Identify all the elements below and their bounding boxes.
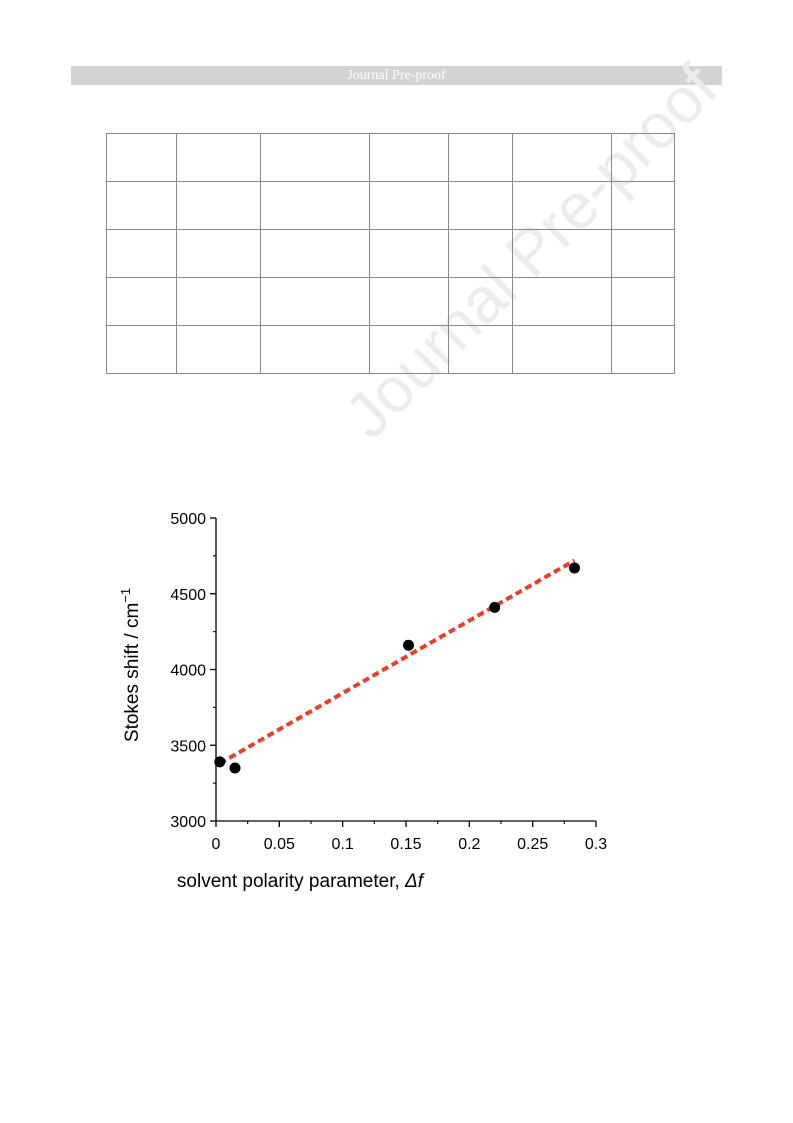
table-cell xyxy=(369,133,449,182)
table-cell xyxy=(106,133,177,182)
table-cell xyxy=(611,229,675,278)
table-cell xyxy=(176,277,261,326)
table-row xyxy=(106,229,675,278)
data-points xyxy=(214,562,580,774)
table-cell xyxy=(611,133,675,182)
y-tick-label: 3500 xyxy=(170,738,206,755)
table-row xyxy=(106,133,675,182)
table-cell xyxy=(512,181,612,230)
table-cell xyxy=(369,229,449,278)
x-tick-label: 0.05 xyxy=(264,836,295,853)
x-axis: 0 0.05 0.1 0.15 0.2 0.25 0.3 xyxy=(212,820,607,853)
x-tick-label: 0.3 xyxy=(585,836,607,853)
y-axis-label-main: Stokes shift / cm xyxy=(122,603,143,742)
x-tick-label: 0.15 xyxy=(390,836,421,853)
table-cell xyxy=(176,325,261,374)
table-cell xyxy=(448,277,513,326)
y-tick-label: 4500 xyxy=(170,587,206,604)
y-tick-label: 5000 xyxy=(170,511,206,528)
y-axis-label-sup: −1 xyxy=(118,588,133,603)
table-cell xyxy=(448,181,513,230)
data-point xyxy=(568,562,580,574)
x-tick-label: 0.1 xyxy=(332,836,354,853)
table-cell xyxy=(512,133,612,182)
table-cell xyxy=(260,229,370,278)
x-tick-label: 0 xyxy=(212,836,221,853)
table-cell xyxy=(176,229,261,278)
table-cell xyxy=(106,325,177,374)
data-point xyxy=(214,756,226,768)
table-cell xyxy=(611,277,675,326)
table-cell xyxy=(260,325,370,374)
table-cell xyxy=(106,181,177,230)
table-cell xyxy=(369,181,449,230)
table-cell xyxy=(106,277,177,326)
table-cell xyxy=(448,133,513,182)
table-cell xyxy=(611,181,675,230)
table-cell xyxy=(260,133,370,182)
table-row xyxy=(106,181,675,230)
table-cell xyxy=(512,277,612,326)
table-cell xyxy=(176,133,261,182)
table-cell xyxy=(260,181,370,230)
table-row xyxy=(106,277,675,326)
table-cell xyxy=(176,181,261,230)
table-cell xyxy=(369,325,449,374)
stokes-shift-chart: 3000 3500 4000 4500 5000 0 0.05 0.1 0.15 0.2 0.25… xyxy=(118,511,607,892)
table-cell xyxy=(369,277,449,326)
data-table xyxy=(106,133,675,374)
data-point xyxy=(229,762,241,774)
table-cell xyxy=(512,229,612,278)
table-cell xyxy=(260,277,370,326)
x-axis-label-main: solvent polarity parameter, xyxy=(177,871,405,892)
y-axis: 3000 3500 4000 4500 5000 xyxy=(170,511,217,831)
table-cell xyxy=(611,325,675,374)
x-axis-label-symbol: Δf xyxy=(404,871,425,892)
data-point xyxy=(489,601,501,613)
y-axis-label: Stokes shift / cm−1 xyxy=(118,588,143,742)
fit-line xyxy=(218,558,576,766)
table-row xyxy=(106,325,675,374)
y-tick-label: 3000 xyxy=(170,814,206,831)
x-axis-label: solvent polarity parameter, Δf xyxy=(177,871,425,892)
table-cell xyxy=(448,325,513,374)
x-tick-label: 0.2 xyxy=(458,836,480,853)
table-cell xyxy=(106,229,177,278)
data-point xyxy=(403,639,415,651)
fit-line-group xyxy=(218,558,576,766)
journal-preproof-banner: Journal Pre-proof xyxy=(71,66,722,85)
table-cell xyxy=(512,325,612,374)
x-tick-label: 0.25 xyxy=(517,836,548,853)
y-tick-label: 4000 xyxy=(170,663,206,680)
table-cell xyxy=(448,229,513,278)
